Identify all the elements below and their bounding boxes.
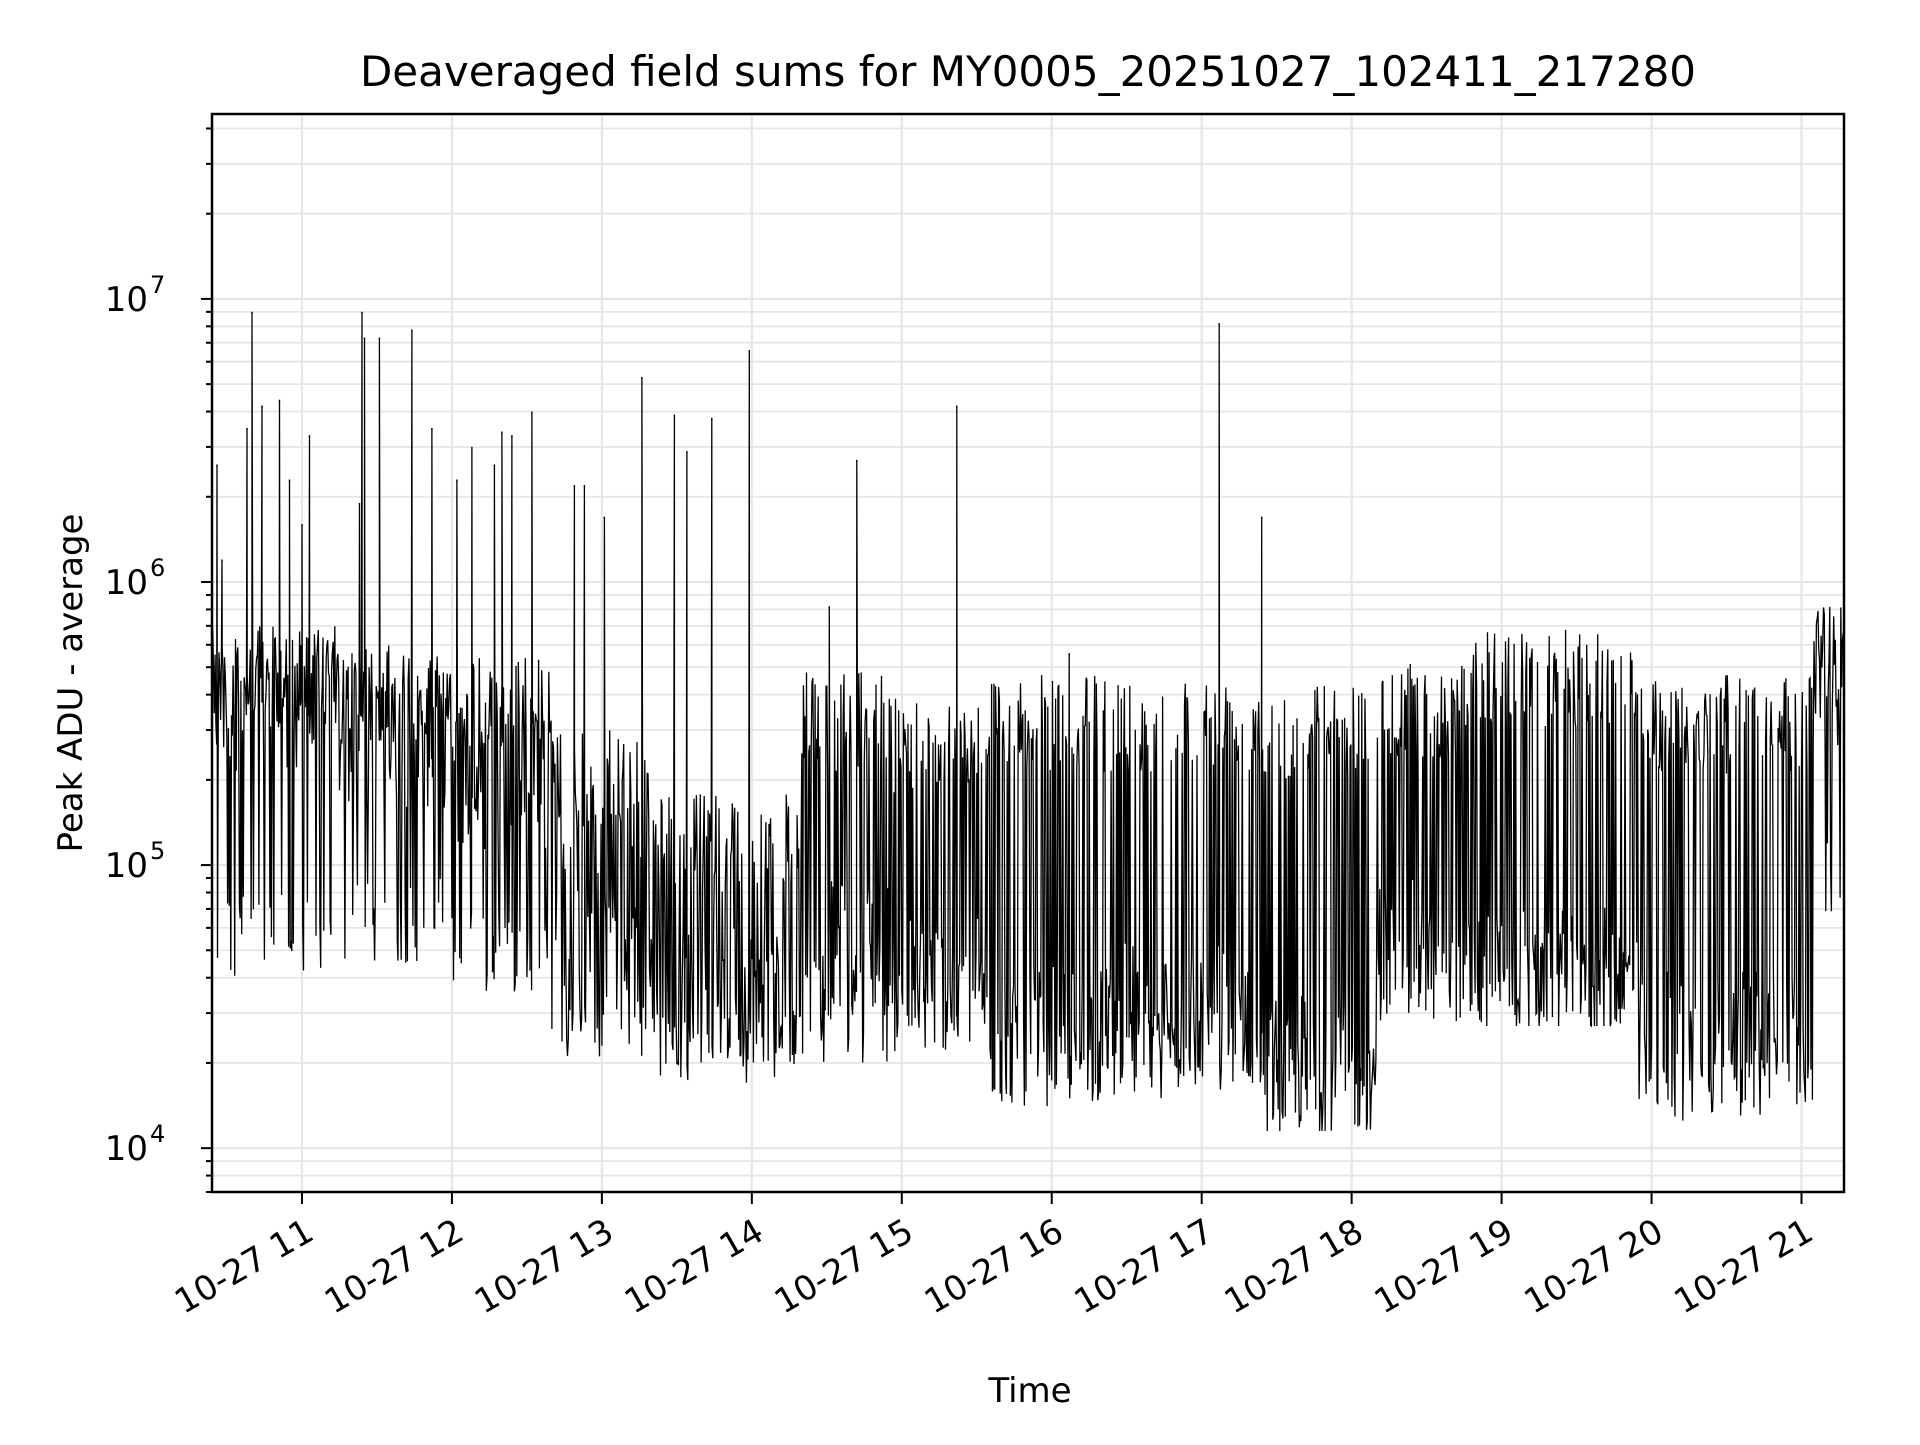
x-axis-label: Time (987, 1371, 1071, 1411)
y-tick-label: 10 (105, 846, 148, 886)
chart-title: Deaveraged field sums for MY0005_2025102… (360, 47, 1696, 96)
y-tick-base: 10 (105, 563, 148, 603)
y-tick-exponent: 6 (150, 554, 165, 582)
y-tick-base: 10 (105, 1129, 148, 1169)
axes-frame (210, 112, 1846, 1194)
y-tick-label: 10 (105, 1129, 148, 1169)
y-tick-base: 10 (105, 846, 148, 886)
y-axis-label: Peak ADU - average (51, 514, 91, 853)
y-tick-base: 10 (105, 280, 148, 320)
y-tick-exponent: 7 (150, 271, 165, 299)
series-line (211, 311, 1844, 1132)
y-tick-exponent: 4 (150, 1120, 165, 1148)
y-tick-exponent: 5 (150, 837, 165, 865)
y-tick-label: 10 (105, 563, 148, 603)
y-tick-label: 10 (105, 280, 148, 320)
data-series (211, 311, 1844, 1132)
